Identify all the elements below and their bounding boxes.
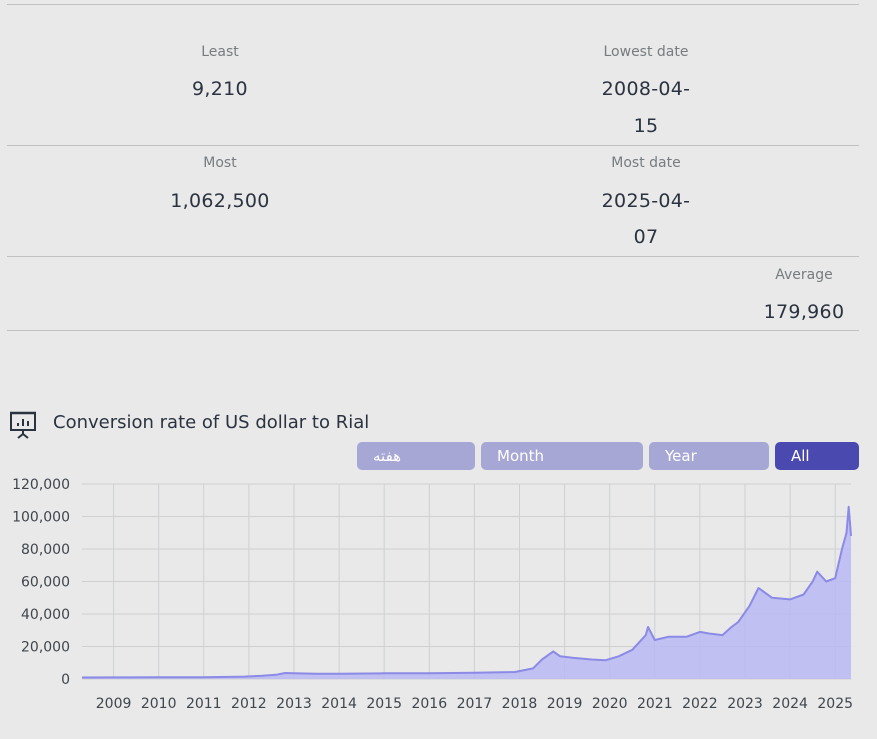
range-week-button[interactable]: هفته <box>357 442 475 470</box>
rate-line <box>81 505 852 679</box>
x-tick-label: 2020 <box>592 696 628 712</box>
rate-area <box>82 506 851 679</box>
x-tick-label: 2011 <box>186 696 222 712</box>
lowest-date-label: Lowest date <box>603 44 689 60</box>
y-tick-label: 120,000 <box>12 477 70 493</box>
divider <box>7 330 859 331</box>
x-tick-label: 2022 <box>682 696 718 712</box>
most-value: 1,062,500 <box>170 190 270 212</box>
lowest-date-value-line2: 15 <box>633 115 659 137</box>
x-tick-label: 2023 <box>727 696 763 712</box>
presentation-chart-icon <box>9 411 37 439</box>
y-tick-label: 0 <box>61 672 70 688</box>
range-month-button[interactable]: Month <box>481 442 643 470</box>
y-tick-label: 100,000 <box>12 510 70 526</box>
least-value: 9,210 <box>192 78 248 100</box>
y-tick-label: 60,000 <box>21 575 70 591</box>
average-label: Average <box>775 267 833 283</box>
divider <box>7 145 859 146</box>
x-tick-label: 2024 <box>772 696 808 712</box>
x-tick-label: 2013 <box>276 696 312 712</box>
most-date-label: Most date <box>611 155 681 171</box>
x-tick-label: 2016 <box>411 696 447 712</box>
x-tick-label: 2018 <box>502 696 538 712</box>
most-date-value-line1: 2025-04- <box>601 190 691 212</box>
x-tick-label: 2009 <box>96 696 132 712</box>
most-date-value-line2: 07 <box>633 226 659 248</box>
average-value: 179,960 <box>763 301 845 323</box>
x-tick-label: 2010 <box>141 696 177 712</box>
divider <box>7 256 859 257</box>
lowest-date-value-line1: 2008-04- <box>601 78 691 100</box>
y-tick-label: 40,000 <box>21 607 70 623</box>
y-tick-label: 80,000 <box>21 542 70 558</box>
range-all-button[interactable]: All <box>775 442 859 470</box>
x-tick-label: 2019 <box>547 696 583 712</box>
chart-title: Conversion rate of US dollar to Rial <box>53 412 370 433</box>
range-year-button[interactable]: Year <box>649 442 769 470</box>
x-tick-label: 2021 <box>637 696 673 712</box>
divider <box>7 4 859 5</box>
y-tick-label: 20,000 <box>21 640 70 656</box>
x-tick-label: 2015 <box>366 696 402 712</box>
x-tick-label: 2012 <box>231 696 267 712</box>
x-tick-label: 2017 <box>457 696 493 712</box>
most-label: Most <box>203 155 237 171</box>
least-label: Least <box>201 44 239 60</box>
rate-chart: 0 20,000 40,000 60,000 80,000 100,000 120,000 2… <box>12 477 853 712</box>
x-tick-label: 2014 <box>321 696 357 712</box>
x-tick-label: 2025 <box>817 696 853 712</box>
